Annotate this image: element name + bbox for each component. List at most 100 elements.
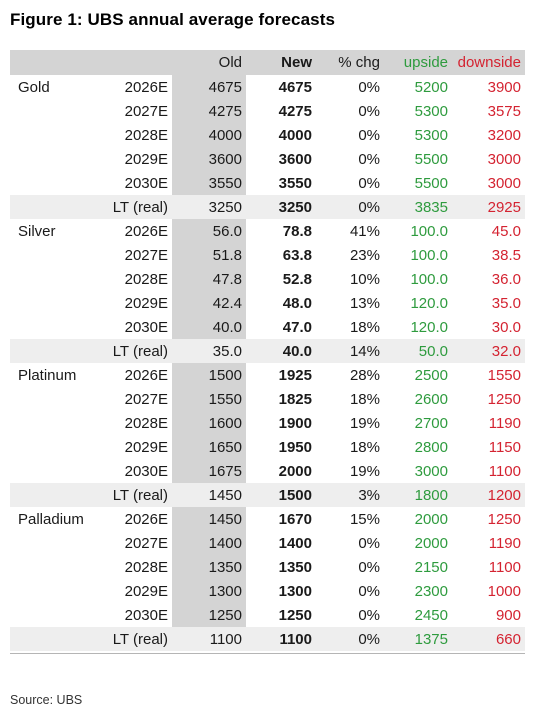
downside-cell: 30.0 — [491, 318, 521, 336]
table-row: Platinum 2026E 1500 1925 28% 2500 1550 — [10, 363, 525, 387]
new-value-cell: 48.0 — [282, 294, 312, 312]
pct-change-cell: 0% — [358, 582, 380, 600]
period-cell: 2027E — [124, 102, 168, 120]
pct-change-cell: 3% — [316, 483, 384, 507]
header-cell-upside: upside — [384, 50, 452, 75]
new-value-cell: 52.8 — [282, 270, 312, 288]
new-value-cell: 1900 — [278, 414, 312, 432]
new-value-cell: 4275 — [278, 102, 312, 120]
metal-cell — [10, 195, 108, 219]
downside-cell: 3000 — [487, 174, 521, 192]
metal-cell: Silver — [18, 222, 56, 240]
table-row: 2030E 1250 1250 0% 2450 900 — [10, 603, 525, 627]
pct-change-cell: 0% — [316, 195, 384, 219]
metal-cell — [10, 627, 108, 651]
downside-cell: 1250 — [487, 390, 521, 408]
table-row: 2027E 51.8 63.8 23% 100.0 38.5 — [10, 243, 525, 267]
downside-cell: 36.0 — [491, 270, 521, 288]
metal-cell — [10, 291, 108, 315]
downside-cell: 3200 — [487, 126, 521, 144]
new-value-cell: 47.0 — [282, 318, 312, 336]
pct-change-cell: 19% — [349, 414, 380, 432]
pct-change-cell: 18% — [349, 318, 380, 336]
period-cell: 2028E — [124, 126, 168, 144]
old-value-cell: 47.8 — [172, 267, 246, 291]
upside-cell: 3835 — [384, 195, 452, 219]
pct-change-cell: 15% — [349, 510, 380, 528]
pct-change-cell: 0% — [358, 78, 380, 96]
period-cell: 2027E — [124, 390, 168, 408]
upside-cell: 120.0 — [410, 318, 448, 336]
new-value-cell: 3550 — [278, 174, 312, 192]
old-value-cell: 4675 — [172, 75, 246, 99]
old-value-cell: 1500 — [172, 363, 246, 387]
metal-cell — [10, 579, 108, 603]
new-value-cell: 1950 — [278, 438, 312, 456]
table-row: 2028E 47.8 52.8 10% 100.0 36.0 — [10, 267, 525, 291]
pct-change-cell: 0% — [358, 174, 380, 192]
upside-cell: 2600 — [414, 390, 448, 408]
period-cell: 2030E — [124, 174, 168, 192]
upside-cell: 1800 — [384, 483, 452, 507]
header-cell-downside: downside — [452, 50, 525, 75]
table-row: 2027E 1400 1400 0% 2000 1190 — [10, 531, 525, 555]
pct-change-cell: 0% — [358, 534, 380, 552]
old-value-cell: 1600 — [172, 411, 246, 435]
upside-cell: 120.0 — [410, 294, 448, 312]
period-cell: 2028E — [124, 270, 168, 288]
upside-cell: 5500 — [414, 174, 448, 192]
pct-change-cell: 19% — [349, 462, 380, 480]
metal-cell — [10, 483, 108, 507]
metal-cell — [10, 267, 108, 291]
table-row: 2030E 3550 3550 0% 5500 3000 — [10, 171, 525, 195]
old-value-cell: 1100 — [172, 627, 246, 651]
pct-change-cell: 14% — [316, 339, 384, 363]
pct-change-cell: 0% — [316, 627, 384, 651]
upside-cell: 5200 — [414, 78, 448, 96]
period-cell: 2028E — [124, 414, 168, 432]
header-cell-old: Old — [172, 50, 246, 75]
old-value-cell: 3550 — [172, 171, 246, 195]
table-row: 2028E 4000 4000 0% 5300 3200 — [10, 123, 525, 147]
new-value-cell: 1925 — [278, 366, 312, 384]
period-cell: 2026E — [124, 222, 168, 240]
downside-cell: 1200 — [452, 483, 525, 507]
old-value-cell: 1450 — [172, 483, 246, 507]
table-row-lt: LT (real) 35.0 40.0 14% 50.0 32.0 — [10, 339, 525, 363]
forecast-table: Old New % chg upside downside Gold 2026E 4… — [10, 50, 525, 651]
metal-cell — [10, 123, 108, 147]
metal-cell — [10, 603, 108, 627]
downside-cell: 660 — [452, 627, 525, 651]
pct-change-cell: 0% — [358, 150, 380, 168]
period-cell: LT (real) — [108, 483, 172, 507]
metal-cell — [10, 411, 108, 435]
table-row-lt: LT (real) 3250 3250 0% 3835 2925 — [10, 195, 525, 219]
new-value-cell: 1300 — [278, 582, 312, 600]
period-cell: 2029E — [124, 438, 168, 456]
upside-cell: 5300 — [414, 126, 448, 144]
upside-cell: 5500 — [414, 150, 448, 168]
new-value-cell: 1400 — [278, 534, 312, 552]
new-value-cell: 1350 — [278, 558, 312, 576]
downside-cell: 45.0 — [491, 222, 521, 240]
table-row: 2029E 42.4 48.0 13% 120.0 35.0 — [10, 291, 525, 315]
old-value-cell: 51.8 — [172, 243, 246, 267]
upside-cell: 100.0 — [410, 270, 448, 288]
table-row-lt: LT (real) 1450 1500 3% 1800 1200 — [10, 483, 525, 507]
table-row: 2027E 1550 1825 18% 2600 1250 — [10, 387, 525, 411]
upside-cell: 2500 — [414, 366, 448, 384]
upside-cell: 100.0 — [410, 246, 448, 264]
metal-cell — [10, 435, 108, 459]
header-cell-period — [108, 50, 172, 75]
period-cell: 2027E — [124, 246, 168, 264]
downside-cell: 3575 — [487, 102, 521, 120]
upside-cell: 2800 — [414, 438, 448, 456]
downside-cell: 3900 — [487, 78, 521, 96]
old-value-cell: 3600 — [172, 147, 246, 171]
table-row: Gold 2026E 4675 4675 0% 5200 3900 — [10, 75, 525, 99]
period-cell: 2029E — [124, 582, 168, 600]
table-row: 2029E 1650 1950 18% 2800 1150 — [10, 435, 525, 459]
metal-cell — [10, 531, 108, 555]
pct-change-cell: 18% — [349, 390, 380, 408]
old-value-cell: 35.0 — [172, 339, 246, 363]
